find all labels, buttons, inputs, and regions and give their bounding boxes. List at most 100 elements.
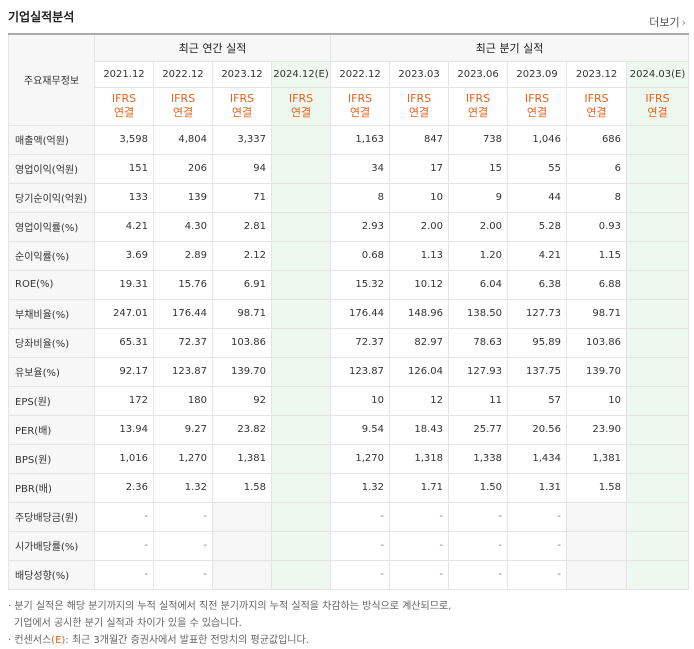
table-cell: 98.71	[566, 298, 628, 329]
table-cell: 18.43	[389, 414, 450, 445]
table-row: 주당배당금(원) - - - - - -	[8, 501, 690, 532]
table-cell: 126.04	[389, 356, 450, 387]
table-cell: -	[389, 559, 450, 590]
table-row: ROE(%) 19.31 15.76 6.91 15.32 10.12 6.04 6.38 6.…	[8, 269, 690, 300]
table-cell: -	[94, 501, 154, 532]
table-cell	[626, 327, 690, 358]
table-cell: 139	[153, 182, 213, 213]
row-label: 영업이익(억원)	[8, 153, 95, 184]
row-label: BPS(원)	[8, 443, 95, 474]
table-cell: 23.90	[566, 414, 628, 445]
table-cell: -	[330, 501, 391, 532]
row-label: 배당성향(%)	[8, 559, 95, 590]
table-cell	[270, 385, 332, 416]
table-cell: 0.93	[566, 211, 628, 242]
table-cell: 8	[330, 182, 391, 213]
table-cell: 2.00	[448, 211, 509, 242]
period-header: 2022.12	[330, 60, 391, 88]
table-cell: 123.87	[330, 356, 391, 387]
period-header: 2021.12	[94, 60, 154, 88]
table-cell	[566, 559, 628, 590]
table-cell	[626, 182, 690, 213]
table-cell: 103.86	[212, 327, 272, 358]
table-cell: 20.56	[507, 414, 568, 445]
more-link[interactable]: 더보기 ›	[649, 14, 686, 30]
table-cell: 6.38	[507, 269, 568, 300]
table-cell: 10	[389, 182, 450, 213]
table-cell: 151	[94, 153, 154, 184]
table-cell: 1,338	[448, 443, 509, 474]
table-cell: 127.93	[448, 356, 509, 387]
table-cell: 4,804	[153, 124, 213, 155]
table-cell	[270, 182, 332, 213]
table-cell: -	[153, 501, 213, 532]
table-cell	[270, 414, 332, 445]
table-cell	[212, 559, 272, 590]
table-cell: -	[448, 559, 509, 590]
table-cell: 1,163	[330, 124, 391, 155]
table-cell: 1.31	[507, 472, 568, 503]
table-cell: -	[507, 559, 568, 590]
period-header: 2024.12(E)	[270, 60, 332, 88]
table-cell: 82.97	[389, 327, 450, 358]
table-row: 영업이익률(%) 4.21 4.30 2.81 2.93 2.00 2.00 5.28 0.93	[8, 211, 690, 242]
table-cell: -	[389, 501, 450, 532]
row-label: 순이익률(%)	[8, 240, 95, 271]
basis-header: IFRS 연결	[448, 86, 509, 126]
table-cell	[626, 472, 690, 503]
table-cell	[626, 356, 690, 387]
table-cell: 1,016	[94, 443, 154, 474]
table-cell: 3,337	[212, 124, 272, 155]
table-cell: 139.70	[566, 356, 628, 387]
table-cell: 19.31	[94, 269, 154, 300]
table-cell: -	[389, 530, 450, 561]
table-cell: 10	[330, 385, 391, 416]
table-cell	[626, 240, 690, 271]
table-cell: 1,270	[153, 443, 213, 474]
table-cell	[270, 298, 332, 329]
basis-header: IFRS 연결	[212, 86, 272, 126]
table-cell: 34	[330, 153, 391, 184]
table-cell	[626, 298, 690, 329]
table-cell: 206	[153, 153, 213, 184]
table-cell: 2.36	[94, 472, 154, 503]
basis-header: IFRS 연결	[153, 86, 213, 126]
table-cell: -	[94, 530, 154, 561]
table-row: 당좌비율(%) 65.31 72.37 103.86 72.37 82.97 78.63 95…	[8, 327, 690, 358]
table-cell: -	[448, 530, 509, 561]
table-cell: 123.87	[153, 356, 213, 387]
table-cell	[626, 269, 690, 300]
table-cell: 44	[507, 182, 568, 213]
table-cell: 1.58	[212, 472, 272, 503]
row-label: 매출액(억원)	[8, 124, 95, 155]
table-row: 부채비율(%) 247.01 176.44 98.71 176.44 148.96 138.…	[8, 298, 690, 329]
table-cell: 1,046	[507, 124, 568, 155]
table-cell: 6	[566, 153, 628, 184]
table-row: 시가배당률(%) - - - - - -	[8, 530, 690, 561]
table-cell: -	[153, 530, 213, 561]
period-header: 2023.03	[389, 60, 450, 88]
table-cell: 98.71	[212, 298, 272, 329]
financial-table: 주요재무정보 최근 연간 실적 최근 분기 실적 2021.12 2022.12 2…	[8, 33, 690, 590]
table-cell: 1.58	[566, 472, 628, 503]
row-label: 주당배당금(원)	[8, 501, 95, 532]
table-cell: 139.70	[212, 356, 272, 387]
table-cell: 9.54	[330, 414, 391, 445]
table-cell: 1,381	[566, 443, 628, 474]
table-cell: 1.50	[448, 472, 509, 503]
period-header: 2023.09	[507, 60, 568, 88]
row-label: 영업이익률(%)	[8, 211, 95, 242]
row-label: PER(배)	[8, 414, 95, 445]
row-label: PBR(배)	[8, 472, 95, 503]
table-cell: 2.00	[389, 211, 450, 242]
table-cell: -	[94, 559, 154, 590]
table-cell: 95.89	[507, 327, 568, 358]
table-cell	[626, 124, 690, 155]
table-cell: 148.96	[389, 298, 450, 329]
table-cell: 2.12	[212, 240, 272, 271]
table-cell: 3.69	[94, 240, 154, 271]
footnote-2: · 컨센서스(E): 최근 3개월간 증권사에서 발표한 전망치의 평균값입니다…	[8, 635, 309, 646]
row-label: 당좌비율(%)	[8, 327, 95, 358]
table-cell: 176.44	[330, 298, 391, 329]
table-cell	[566, 501, 628, 532]
